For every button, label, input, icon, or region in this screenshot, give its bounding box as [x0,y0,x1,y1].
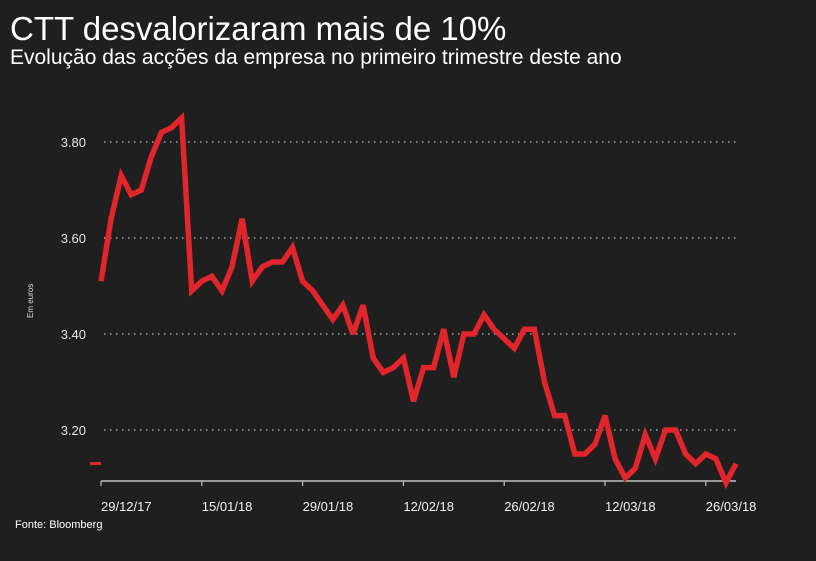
chart-title: CTT desvalorizaram mais de 10% [10,10,507,47]
x-tick-label: 26/02/18 [504,499,555,514]
x-tick-label: 29/12/17 [101,499,152,514]
x-tick-label: 29/01/18 [303,499,354,514]
legend-swatch [90,462,101,465]
x-axis: 29/12/17 15/01/18 29/01/18 12/02/18 26/02/18… [100,480,757,514]
y-tick-label: 3.40 [61,327,86,342]
y-tick-label: 3.80 [61,135,86,150]
series-group [98,111,739,490]
y-tick-label: 3.20 [61,423,86,438]
x-tick-label: 12/02/18 [403,499,454,514]
source-note: Fonte: Bloomberg [15,519,103,531]
gridlines [104,141,738,431]
y-axis-ticks: 3.80 3.60 3.40 3.20 [61,135,86,438]
x-tick-label: 12/03/18 [605,499,656,514]
series-line-ctt [98,111,739,490]
chart-subtitle: Evolução das acções da empresa no primei… [10,46,622,69]
y-tick-label: 3.60 [61,231,86,246]
x-tick-label: 26/03/18 [706,499,757,514]
y-axis-label: Em euros [26,284,35,318]
x-tick-label: 15/01/18 [202,499,253,514]
